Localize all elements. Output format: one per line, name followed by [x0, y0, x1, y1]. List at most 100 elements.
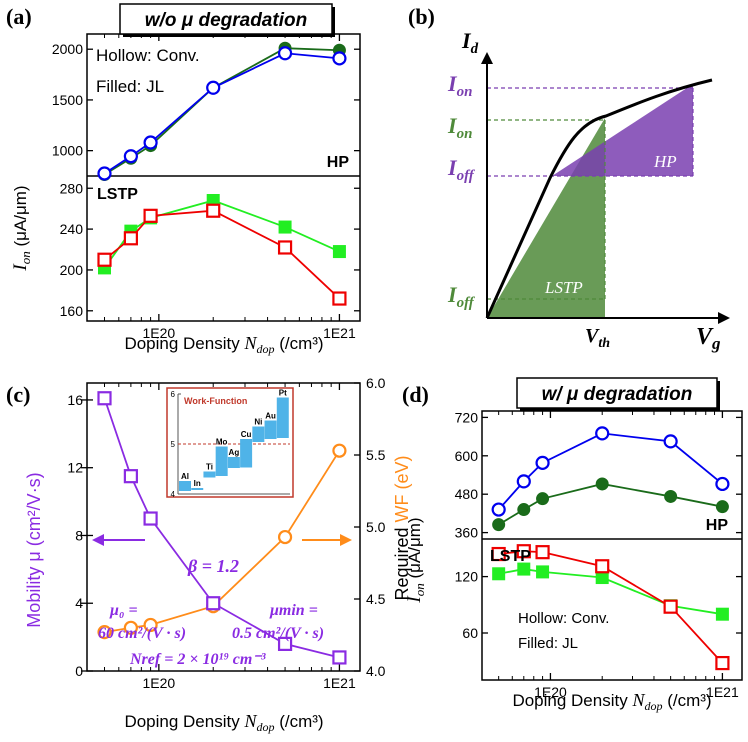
- text-span: (μA/μm): [11, 185, 30, 251]
- y-right-tick-label: 6.0: [366, 375, 386, 391]
- data-point-filled-circle: [492, 518, 506, 532]
- y-right-tick-label: 5.5: [366, 447, 386, 463]
- data-point-hollow-square: [491, 546, 506, 562]
- text-span: off: [457, 295, 476, 311]
- text-span: I: [404, 595, 425, 604]
- right-axis-arrowhead: [340, 534, 352, 546]
- text-span: I: [447, 155, 458, 180]
- data-point-hollow-circle: [143, 617, 158, 633]
- data-point-filled-square: [492, 567, 506, 581]
- panel-label: (c): [6, 382, 30, 407]
- y-left-axis-label: Mobility μ (cm²/V·s): [24, 472, 44, 627]
- legend-note: Filled: JL: [96, 77, 164, 96]
- text-span: WF (eV): [392, 455, 412, 522]
- data-point-hollow-square: [595, 559, 610, 574]
- text-span: I: [447, 113, 458, 138]
- data-point-filled-square: [278, 220, 292, 234]
- y-tick-label: 16: [67, 392, 83, 408]
- series-line: [498, 568, 723, 616]
- ion-lstp-label: Ion: [447, 113, 472, 142]
- data-point-filled-square: [332, 245, 346, 259]
- series-line: [103, 397, 340, 659]
- text-span: on: [412, 583, 427, 596]
- series-line: [103, 209, 341, 300]
- text-span: dop: [256, 720, 274, 734]
- text-span: Mobility μ (cm²/V·s): [24, 472, 44, 627]
- data-point-hollow-square: [535, 545, 550, 560]
- title-box: [119, 3, 333, 35]
- inset-metal-label: Cu: [241, 430, 252, 439]
- data-point-hollow-circle: [123, 620, 138, 635]
- panel-label: (a): [6, 4, 32, 29]
- y-axis-label: Ion (μA/μm): [404, 517, 427, 603]
- inset-tick-label: 6: [171, 390, 176, 399]
- panel-a: w/o μ degradation 1000 1500 2000 160 200 240 28…: [10, 3, 361, 356]
- text-span: N: [631, 690, 645, 710]
- text-span: d: [471, 41, 479, 57]
- data-point-hollow-square: [143, 208, 158, 223]
- vg-axis-label: Vg: [696, 324, 721, 353]
- legend-note: Hollow: Conv.: [518, 610, 609, 627]
- inset-metal-bar: [252, 426, 265, 442]
- inset-metal-label: Al: [181, 472, 189, 481]
- data-point-hollow-square: [97, 391, 112, 406]
- data-point-hollow-circle: [516, 474, 531, 489]
- y-tick-label: 1000: [52, 143, 83, 159]
- y-tick-label: 360: [455, 525, 479, 541]
- id-vg-curve: [485, 78, 713, 319]
- data-point-hollow-circle: [595, 426, 610, 441]
- y-tick-label: 240: [60, 221, 84, 237]
- series-line: [104, 52, 340, 175]
- data-point-hollow-square: [332, 291, 347, 306]
- y-right-axis-label: Required WF (eV): [392, 455, 412, 600]
- hp-region: [552, 84, 693, 176]
- text-span: (/cm³): [274, 712, 323, 731]
- x-axis-label: Doping Density Ndop (/cm³): [512, 690, 711, 713]
- text-span: V: [696, 324, 714, 350]
- panel-label: (d): [402, 382, 429, 407]
- data-point-filled-square: [517, 562, 531, 576]
- y-tick-label: 1500: [52, 92, 83, 108]
- data-point-hollow-circle: [277, 46, 293, 61]
- data-point-hollow-square: [206, 596, 221, 611]
- inset-metal-label: Pt: [279, 389, 287, 398]
- data-point-filled-circle: [517, 503, 531, 517]
- inset-metal-label: Ti: [206, 463, 213, 472]
- lstp-region-label: LSTP: [544, 278, 583, 297]
- y-tick-label: 12: [67, 460, 83, 476]
- y-tick-label: 4: [75, 595, 83, 611]
- x-tick-label: 1E20: [143, 325, 176, 341]
- id-axis-label: Id: [461, 28, 479, 57]
- data-point-hollow-circle: [277, 529, 293, 545]
- panel-d: w/ μ degradation 360 480 600 720 60 120 1E20 1E2…: [404, 377, 743, 713]
- x-tick-label: 1E21: [323, 675, 356, 691]
- text-span: Required: [392, 522, 412, 600]
- data-point-hollow-square: [123, 231, 138, 246]
- text-span: on: [457, 126, 473, 142]
- series-line: [104, 47, 340, 176]
- data-point-hollow-circle: [97, 166, 112, 181]
- data-point-hollow-square: [332, 650, 347, 665]
- data-point-hollow-square: [97, 252, 112, 267]
- inset-tick-label: 4: [171, 490, 176, 499]
- inset-metal-bar: [179, 481, 191, 491]
- text-span: dop: [256, 342, 274, 356]
- subplot-label-lstp: LSTP: [97, 186, 138, 203]
- data-point-hollow-circle: [491, 502, 506, 517]
- text-span: I: [447, 71, 458, 96]
- annotation-mumin-value: 0.5 cm²/(V · s): [232, 625, 324, 642]
- series-line: [497, 432, 723, 511]
- panel-label: (b): [408, 4, 435, 29]
- y-tick-label: 8: [75, 527, 83, 543]
- inset-metal-bar: [191, 488, 204, 490]
- text-span: on: [18, 251, 33, 264]
- y-tick-label: 160: [60, 303, 84, 319]
- panel-c: 1E20 1E21 0 4 8 12 16 4.0 4.5 5.0 5.5 6.0 Mobility μ…: [24, 375, 412, 734]
- data-point-hollow-square: [123, 469, 138, 484]
- inset-title: Work-Function: [184, 396, 247, 406]
- text-span: Doping Density: [124, 712, 244, 731]
- x-tick-label: 1E20: [143, 675, 176, 691]
- data-point-hollow-square: [277, 240, 293, 255]
